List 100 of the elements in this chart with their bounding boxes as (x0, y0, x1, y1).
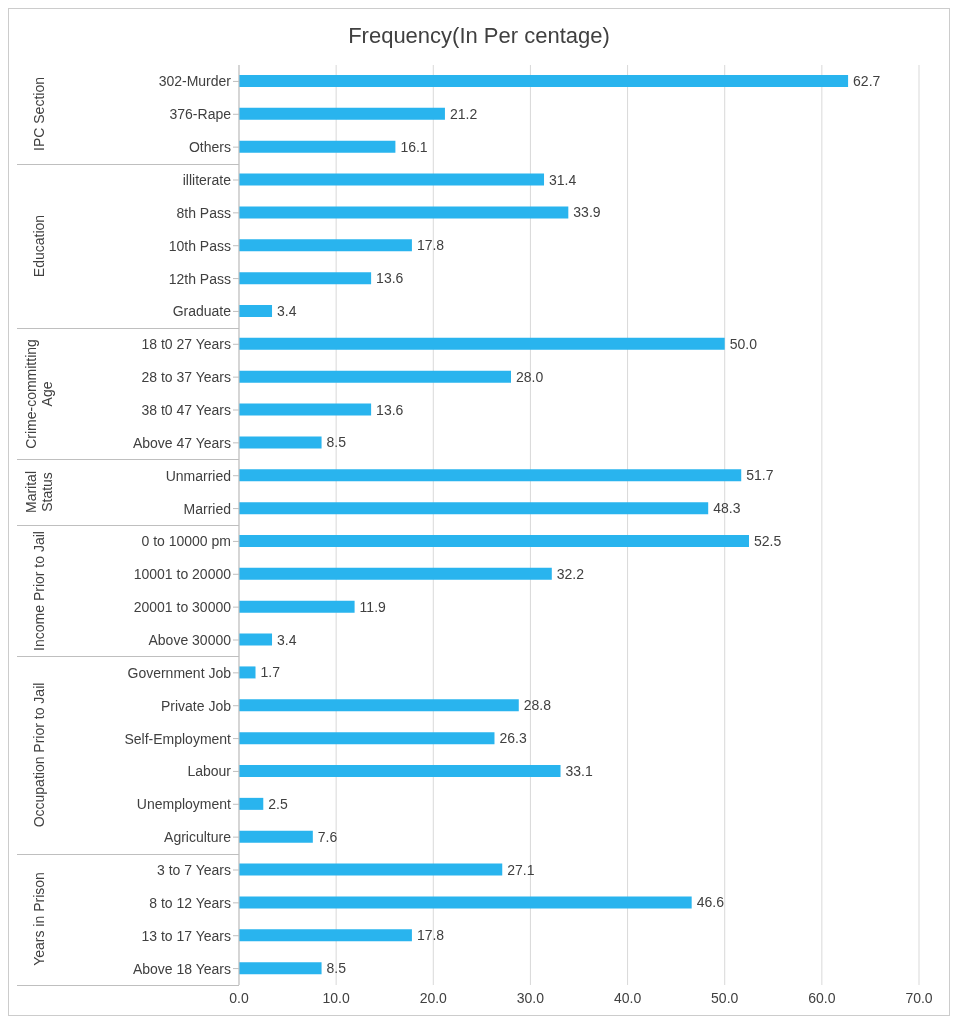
data-label: 11.9 (359, 598, 387, 615)
data-label: 27.1 (507, 861, 535, 878)
data-label: 8.5 (326, 434, 347, 451)
bar (239, 337, 725, 350)
bar (239, 600, 355, 613)
x-tick-label: 10.0 (322, 989, 350, 1006)
text: Years in Prison (31, 871, 47, 969)
bar (239, 567, 552, 580)
data-label: 62.7 (853, 72, 881, 89)
y-tick-label: 8 to 12 Years (149, 894, 231, 911)
y-tick-label: 0 to 10000 pm (141, 533, 231, 550)
bar (239, 765, 561, 777)
bar (239, 830, 313, 843)
text: IPC Section (31, 76, 47, 154)
data-label: 48.3 (713, 500, 741, 517)
y-tick-label: illiterate (182, 171, 232, 188)
y-tick-label: Others (188, 139, 231, 156)
bar (239, 272, 372, 285)
data-label: 7.6 (317, 828, 338, 845)
data-label: 51.7 (746, 467, 774, 484)
x-tick-label: 0.0 (229, 989, 249, 1006)
bar (239, 962, 322, 975)
data-label: 21.2 (449, 105, 478, 122)
x-tick-label: 30.0 (516, 989, 545, 1006)
data-label: 17.8 (416, 927, 445, 944)
y-tick-label: Above 18 Years (132, 960, 231, 977)
y-tick-label: 38 t0 47 Years (141, 401, 231, 418)
y-tick-label: 302-Murder (158, 73, 232, 90)
y-tick-label: 3 to 7 Years (157, 861, 231, 878)
x-tick-label: 50.0 (711, 989, 739, 1006)
data-label: 31.4 (549, 171, 577, 188)
y-tick-label: Labour (187, 763, 232, 780)
bar (239, 469, 742, 482)
y-tick-label: Agriculture (164, 829, 232, 846)
data-label: 3.4 (277, 631, 297, 648)
bar (239, 732, 495, 745)
data-label: 46.6 (696, 894, 725, 911)
y-tick-label: 10th Pass (168, 237, 231, 254)
bar (239, 107, 445, 120)
data-label: 33.1 (565, 762, 593, 779)
x-tick-label: 20.0 (419, 989, 448, 1006)
data-label: 3.4 (277, 302, 297, 319)
bar (239, 173, 545, 186)
bar (239, 305, 273, 317)
bar (239, 502, 709, 515)
text: Marital Status (23, 470, 55, 516)
text: Education (31, 213, 47, 279)
data-label: 52.5 (754, 532, 782, 549)
text: Occupation Prior to Jail (31, 681, 47, 830)
data-label: 50.0 (729, 335, 758, 352)
chart-title: Frequency(In Per centage) (347, 22, 611, 50)
y-tick-label: Above 47 Years (132, 434, 231, 451)
bar (239, 206, 569, 219)
bar (239, 370, 511, 383)
data-label: 1.7 (260, 664, 281, 681)
data-label: 28.0 (516, 368, 544, 385)
x-tick-label: 70.0 (905, 989, 933, 1006)
data-label: 13.6 (376, 401, 404, 418)
y-tick-label: 10001 to 20000 (133, 566, 232, 583)
x-tick-label: 40.0 (613, 989, 642, 1006)
y-tick-label: 20001 to 30000 (133, 599, 232, 616)
y-tick-label: 28 to 37 Years (141, 369, 231, 386)
bar (239, 436, 322, 449)
bar (239, 75, 849, 87)
y-tick-label: Married (183, 500, 231, 517)
y-tick-label: Self-Employment (124, 730, 232, 747)
y-tick-label: 8th Pass (176, 204, 231, 221)
bar (239, 140, 396, 153)
y-tick-label: Government Job (127, 664, 232, 681)
data-label: 16.1 (400, 138, 428, 155)
y-tick-label: 12th Pass (168, 270, 231, 287)
data-label: 17.8 (416, 237, 445, 254)
bar (239, 699, 519, 712)
bar (239, 929, 412, 942)
bar (239, 535, 749, 547)
y-tick-label: 18 t0 27 Years (141, 336, 231, 353)
y-tick-label: 13 to 17 Years (141, 927, 231, 944)
y-tick-label: Unemployment (136, 796, 232, 813)
bar (239, 797, 264, 810)
data-label: 26.3 (499, 730, 527, 747)
y-tick-label: 376-Rape (169, 106, 232, 123)
text: Crime-committing Age (23, 337, 55, 451)
text: Income Prior to Jail (31, 529, 47, 653)
bar (239, 666, 256, 679)
y-tick-label: Graduate (172, 303, 232, 320)
y-tick-label: Unmarried (165, 467, 231, 484)
data-label: 2.5 (268, 795, 288, 812)
bar (239, 403, 372, 416)
data-label: 33.9 (573, 204, 601, 221)
bar (239, 633, 273, 646)
bar (239, 896, 692, 909)
y-tick-label: Private Job (160, 697, 232, 714)
x-tick-label: 60.0 (808, 989, 836, 1006)
data-label: 8.5 (326, 960, 347, 977)
data-label: 28.8 (523, 697, 552, 714)
bar (239, 863, 503, 876)
data-label: 13.6 (376, 270, 404, 287)
y-tick-label: Above 30000 (148, 631, 232, 648)
bar (239, 239, 412, 252)
data-label: 32.2 (556, 565, 585, 582)
